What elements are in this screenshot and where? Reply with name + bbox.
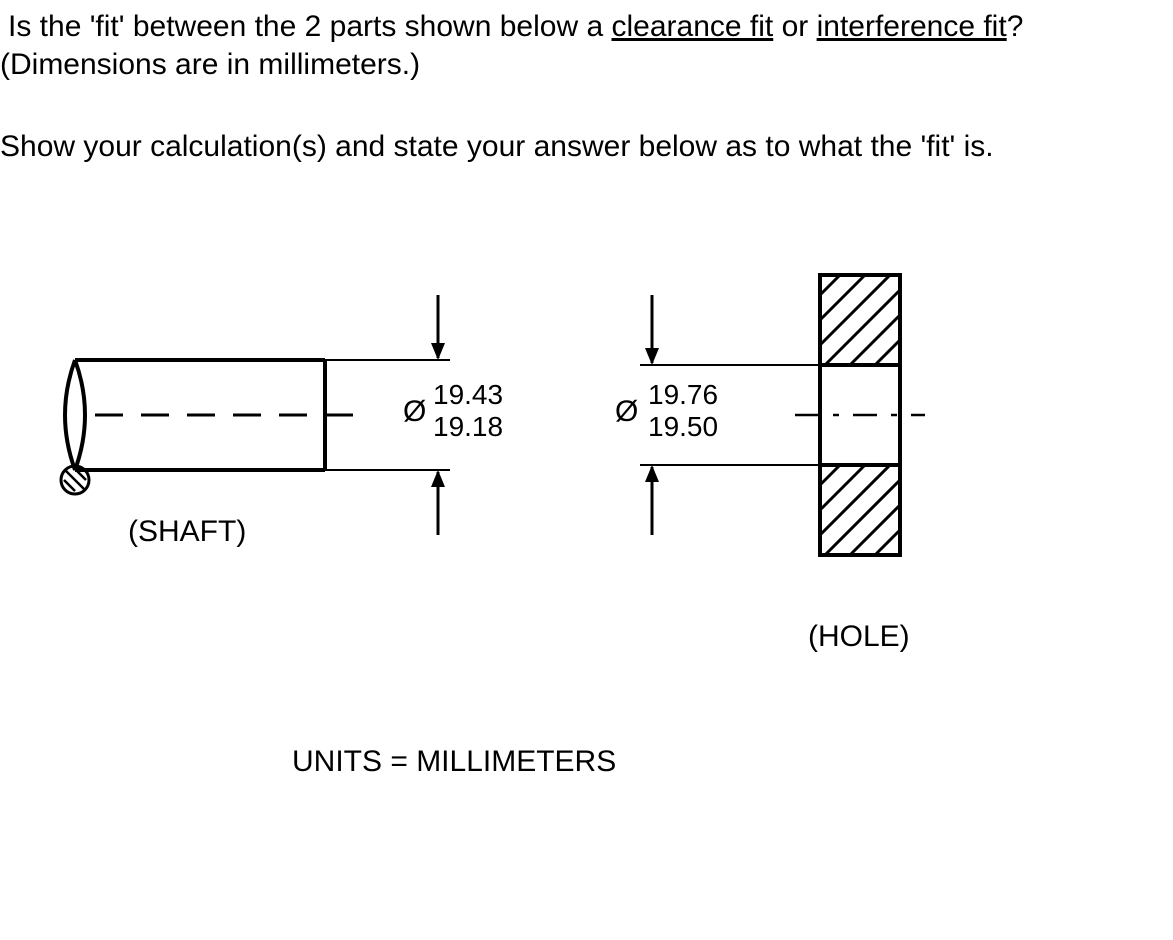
shaft-end-arc-right [75,360,85,470]
interference-fit-text: interference fit [817,10,1007,43]
shaft-min-dim: 19.18 [433,412,503,441]
q1-suffix: ? [1007,10,1024,43]
shaft-dia-symbol: Ø [403,395,426,429]
shaft-arrowhead-top [431,343,445,360]
hole-max-dim: 19.76 [648,380,718,409]
hole-hatch-bottom [820,465,900,555]
hole-dia-symbol: Ø [615,395,638,429]
q1-prefix: Is the 'fit' between the 2 parts shown b… [8,10,611,43]
hole-label: (HOLE) [808,620,910,654]
q1-mid: or [773,10,816,43]
hole-arrowhead-bottom [645,465,659,482]
units-label: UNITS = MILLIMETERS [292,745,616,779]
question-line-2: (Dimensions are in millimeters.) [0,46,420,84]
shaft-arrowhead-bottom [431,470,445,487]
instruction-line: Show your calculation(s) and state your … [0,128,994,166]
shaft-label: (SHAFT) [128,515,246,549]
clearance-fit-text: clearance fit [611,10,773,43]
diagram-svg [50,265,950,665]
hole-min-dim: 19.50 [648,412,718,441]
question-line-1: Is the 'fit' between the 2 parts shown b… [8,8,1023,46]
shaft-end-arc [65,360,75,470]
q2-text: (Dimensions are in millimeters.) [0,48,420,81]
shaft-max-dim: 19.43 [433,380,503,409]
hole-arrowhead-top [645,348,659,365]
hole-hatch-top [820,275,900,365]
engineering-diagram: Ø 19.43 19.18 Ø 19.76 19.50 (SHAFT) (HOL… [50,265,950,665]
instruction-text: Show your calculation(s) and state your … [0,130,994,163]
page: Is the 'fit' between the 2 parts shown b… [0,0,1173,940]
